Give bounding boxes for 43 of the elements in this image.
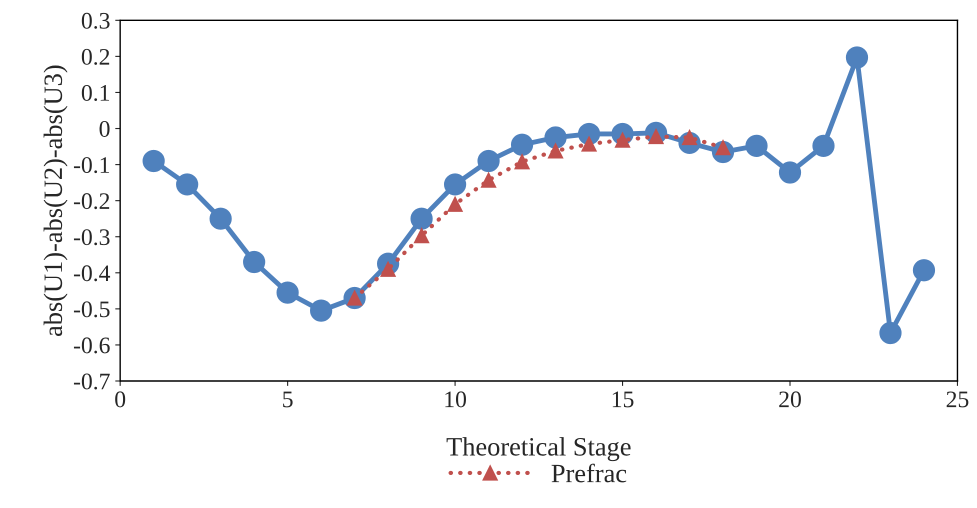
x-tick-label: 0 — [115, 391, 126, 408]
point — [548, 143, 564, 159]
point — [176, 173, 198, 196]
y-tick-label: -0.2 — [74, 193, 110, 210]
point — [276, 282, 299, 304]
x-tick-label: 5 — [283, 392, 293, 408]
x-tick-label: 10 — [445, 391, 466, 408]
y-tick-label: -0.6 — [74, 337, 110, 354]
point — [447, 196, 463, 212]
y-tick-label: -0.1 — [74, 157, 110, 174]
point — [812, 134, 835, 157]
point — [414, 228, 430, 244]
point — [243, 250, 266, 274]
y-tick-label: -0.3 — [74, 229, 110, 246]
y-tick-label: 0.2 — [82, 48, 110, 65]
point — [210, 208, 232, 230]
point — [310, 300, 332, 322]
y-tick-label: 0.3 — [82, 12, 110, 29]
point — [514, 154, 530, 170]
y-tick-label: -0.4 — [74, 265, 110, 282]
point — [846, 46, 868, 69]
point — [410, 208, 433, 230]
point — [544, 126, 567, 149]
x-tick-label: 20 — [779, 391, 801, 408]
point — [912, 259, 936, 282]
point — [142, 150, 165, 172]
y-tick-label: -0.5 — [74, 301, 110, 318]
point — [778, 161, 802, 184]
point — [745, 134, 768, 157]
point — [510, 134, 534, 156]
point — [581, 136, 597, 152]
x-axis-title: Theoretical Stage — [446, 437, 631, 462]
legend-label: Prefrac — [552, 464, 626, 482]
y-tick-label: 0 — [100, 121, 110, 137]
point — [444, 173, 466, 196]
point — [477, 150, 500, 172]
y-tick-label: -0.7 — [74, 373, 110, 390]
point — [480, 172, 496, 188]
x-tick-label: 25 — [946, 391, 968, 408]
point — [879, 322, 902, 344]
x-tick-label: 15 — [612, 392, 634, 408]
y-axis-title: abs(U1)-abs(U2)-abs(U3) — [44, 66, 68, 336]
y-tick-label: 0.1 — [82, 84, 110, 101]
